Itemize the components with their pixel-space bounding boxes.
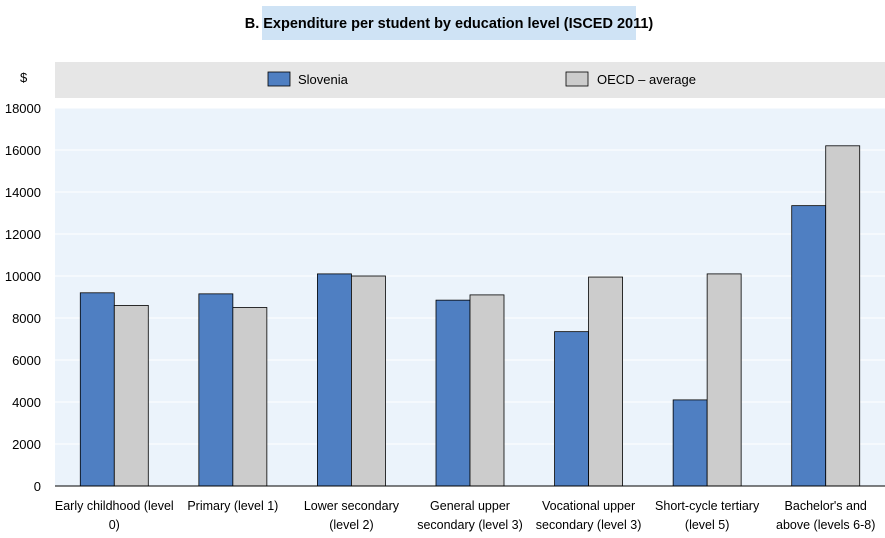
y-axis-ticks: 0 2000 4000 6000 8000 10000 12000 14000 16000 180… [5,101,41,494]
x-axis-labels: Early childhood (level 0) Primary (level 1… [55,499,876,532]
chart-title-highlight [262,6,636,40]
y-tick-label: 16000 [5,143,41,158]
chart-title: B. Expenditure per student by education … [245,16,654,32]
bar-slovenia [198,293,234,487]
bar-oecd-average [706,273,742,487]
y-tick-label: 0 [34,479,41,494]
bar-slovenia [317,273,352,487]
y-tick-label: 6000 [12,353,41,368]
y-tick-label: 4000 [12,395,41,410]
bar-slovenia [554,331,589,487]
bar-oecd-average [588,276,623,487]
legend [55,62,885,98]
y-tick-label: 18000 [5,101,41,116]
x-tick-label: Vocational upper secondary (level 3) [536,499,642,532]
x-tick-label: Short-cycle tertiary (level 5) [655,499,760,532]
bar-slovenia [672,399,708,487]
legend-swatch-oecd-average [565,71,589,87]
x-tick-label: Bachelor's and above (levels 6-8) [776,499,875,532]
bar-slovenia [435,299,471,487]
y-axis-unit: $ [20,70,28,85]
legend-label-slovenia: Slovenia [298,72,349,87]
bar-oecd-average [232,307,268,487]
legend-label-oecd-average: OECD – average [597,72,696,87]
y-tick-label: 2000 [12,437,41,452]
x-tick-label: Lower secondary (level 2) [304,499,400,532]
bar-slovenia [791,205,827,487]
bars [79,145,861,487]
bar-oecd-average [113,304,149,487]
legend-swatch-slovenia [267,71,291,87]
y-tick-label: 14000 [5,185,41,200]
bar-oecd-average [469,294,505,487]
bar-slovenia [79,292,115,487]
bar-oecd-average [825,145,861,487]
bar-oecd-average [351,275,386,487]
x-tick-label: Early childhood (level 0) [55,499,174,532]
y-tick-label: 10000 [5,269,41,284]
x-tick-label: General upper secondary (level 3) [417,499,523,532]
y-tick-label: 12000 [5,227,41,242]
x-tick-label: Primary (level 1) [187,499,278,513]
y-tick-label: 8000 [12,311,41,326]
